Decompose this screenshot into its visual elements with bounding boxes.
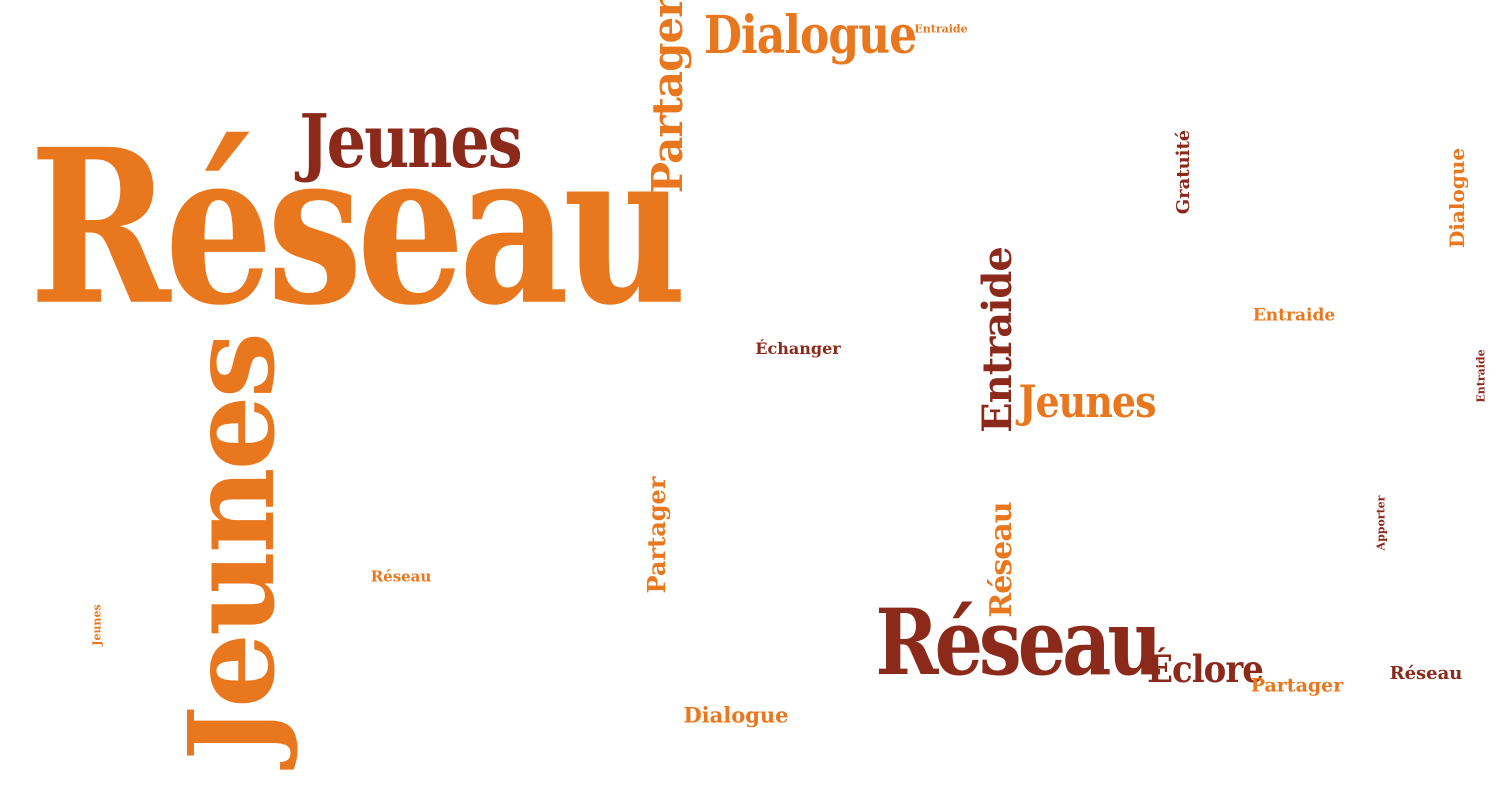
word-partager-top: Partager [643, 0, 692, 194]
word-jeunes-top: Jeunes [299, 97, 522, 186]
word-dialogue-bottom: Dialogue [683, 702, 789, 728]
word-reseau-small: Réseau [370, 567, 432, 586]
word-dialogue-right: Dialogue [1445, 147, 1469, 249]
word-jeunes-vertical-large: Jeunes [162, 335, 301, 761]
word-echanger: Échanger [755, 339, 841, 358]
word-jeunes-tiny: Jeunes [90, 604, 104, 646]
word-eclore: Éclore [1147, 648, 1264, 692]
word-entraide-mid: Entraide [1252, 305, 1336, 326]
word-gratuite: Gratuité [1173, 129, 1194, 215]
word-entraide-top: Entraide [914, 22, 968, 36]
word-partager-mid: Partager [642, 476, 671, 594]
word-reseau-bottom: Réseau [875, 589, 1162, 696]
word-entraide-far-right: Entraide [1474, 349, 1488, 403]
word-apporter: Apporter [1374, 495, 1388, 551]
word-reseau-large: Réseau [29, 103, 686, 353]
word-partager-bottom: Partager [1250, 674, 1344, 697]
word-reseau-bottom-right: Réseau [1389, 663, 1463, 684]
word-dialogue-top: Dialogue [703, 4, 917, 66]
word-jeunes-mid: Jeunes [1018, 375, 1157, 428]
word-entraide-vertical: Entraide [974, 247, 1021, 433]
